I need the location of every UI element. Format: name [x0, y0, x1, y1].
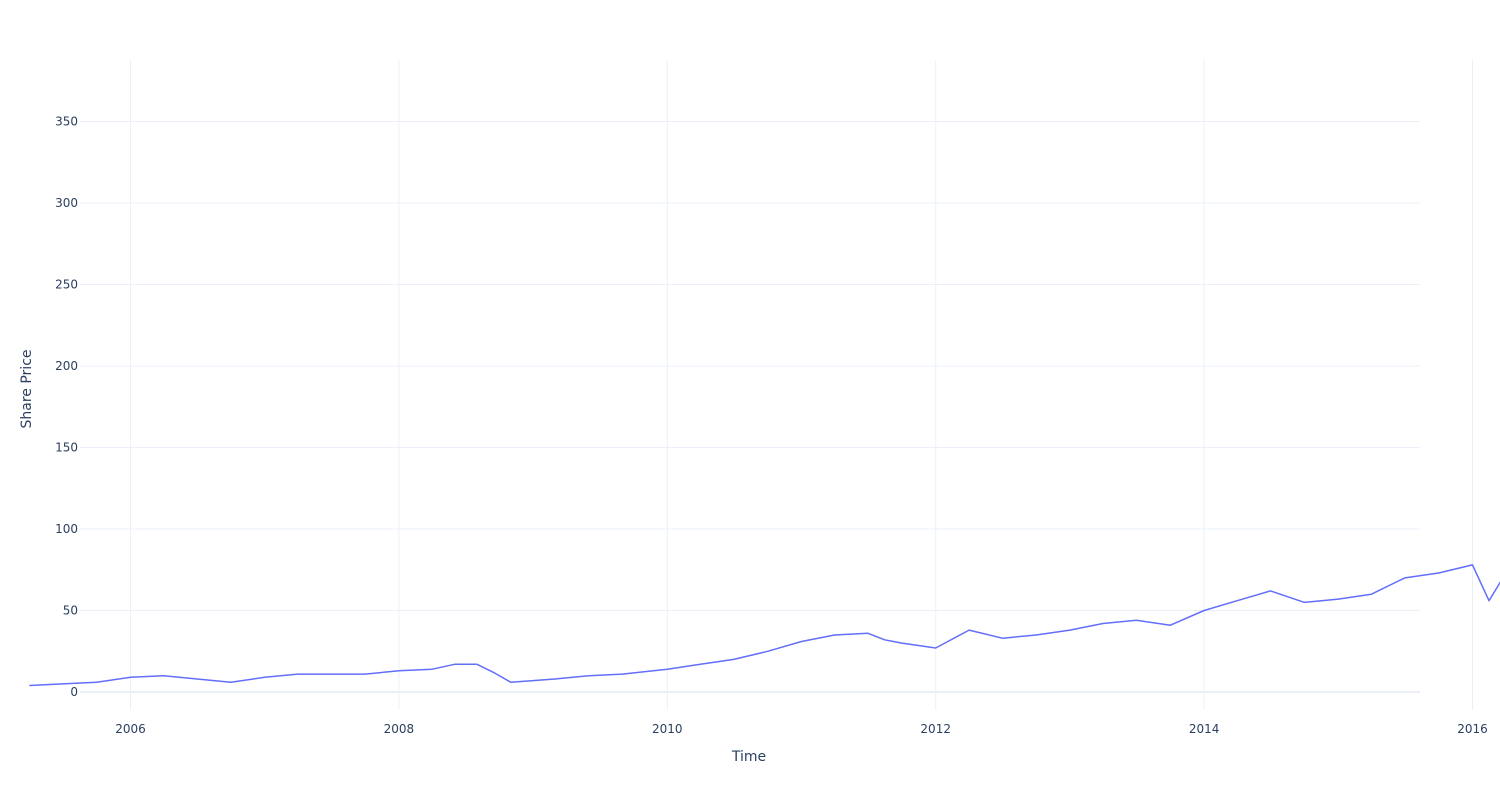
y-tick-label: 150: [55, 441, 78, 455]
y-tick-label: 300: [55, 196, 78, 210]
y-tick-label: 50: [63, 604, 78, 618]
y-tick-label: 350: [55, 115, 78, 129]
x-tick-label: 2014: [1189, 722, 1220, 736]
x-tick-label: 2006: [115, 722, 146, 736]
series-layer: [29, 564, 1500, 687]
x-tick-label: 2008: [384, 722, 415, 736]
y-tick-label: 100: [55, 522, 78, 536]
ticks-layer: 2006200820102012201420162018202020222024…: [55, 115, 1488, 737]
x-tick-label: 2012: [920, 722, 951, 736]
grid-layer: [80, 60, 1473, 710]
y-tick-label: 0: [70, 685, 78, 699]
x-tick-label: 2010: [652, 722, 683, 736]
share-price-line: [29, 564, 1500, 687]
x-tick-label: 2016: [1457, 722, 1488, 736]
y-tick-label: 250: [55, 278, 78, 292]
y-tick-label: 200: [55, 359, 78, 373]
y-axis-title: Share Price: [19, 349, 35, 428]
x-axis-title: Time: [731, 749, 766, 765]
